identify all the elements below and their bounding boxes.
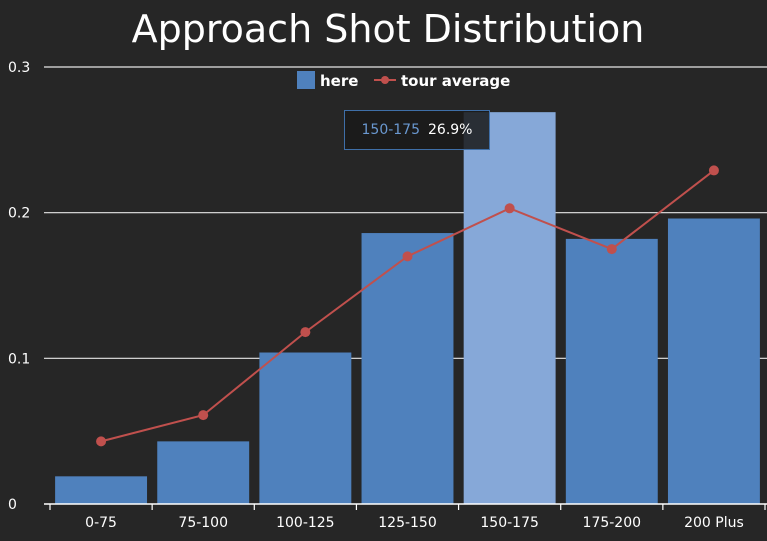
x-tick-label: 100-125 bbox=[276, 515, 335, 531]
legend-swatch-here bbox=[297, 71, 315, 89]
line-series bbox=[96, 165, 719, 447]
x-tick-label: 125-150 bbox=[378, 515, 437, 531]
y-tick-label: 0 bbox=[8, 497, 17, 513]
tooltip: 150-175 26.9% bbox=[344, 110, 490, 150]
bar-150-175[interactable] bbox=[463, 112, 556, 504]
bar-175-200[interactable] bbox=[565, 238, 658, 505]
tour-average-point-125-150[interactable] bbox=[402, 251, 413, 262]
tour-average-point-75-100[interactable] bbox=[198, 410, 209, 421]
x-axis: 0-75 75-100 100-125 125-150 150-175 175-200 20… bbox=[44, 503, 767, 531]
bar-0-75[interactable] bbox=[55, 476, 148, 504]
y-tick-label: 0.1 bbox=[8, 351, 30, 367]
legend-swatch-tour-average-dot bbox=[381, 76, 389, 84]
tour-average-point-200-plus[interactable] bbox=[708, 165, 719, 176]
legend-label-here[interactable]: here bbox=[320, 72, 358, 90]
x-tick-label: 75-100 bbox=[178, 515, 228, 531]
bar-125-150[interactable] bbox=[361, 233, 454, 504]
y-tick-label: 0.3 bbox=[8, 60, 30, 76]
tour-average-point-175-200[interactable] bbox=[606, 244, 617, 255]
tooltip-category: 150-175 bbox=[361, 122, 421, 138]
chart-title: Approach Shot Distribution bbox=[132, 7, 645, 51]
bar-75-100[interactable] bbox=[157, 441, 250, 504]
x-tick-label: 200 Plus bbox=[684, 515, 744, 531]
bar-100-125[interactable] bbox=[259, 352, 352, 504]
x-tick-label: 0-75 bbox=[85, 515, 117, 531]
bar-200-plus[interactable] bbox=[667, 218, 760, 504]
bar-series bbox=[55, 112, 760, 505]
tour-average-point-100-125[interactable] bbox=[300, 327, 311, 338]
tooltip-value: 26.9% bbox=[428, 122, 473, 138]
tour-average-point-0-75[interactable] bbox=[96, 436, 107, 447]
tour-average-point-150-175[interactable] bbox=[504, 203, 515, 214]
y-tick-label: 0.2 bbox=[8, 206, 30, 222]
legend-label-tour-average[interactable]: tour average bbox=[401, 72, 510, 90]
x-tick-label: 150-175 bbox=[480, 515, 539, 531]
x-tick-label: 175-200 bbox=[583, 515, 642, 531]
chart-legend: here tour average bbox=[297, 71, 510, 90]
y-axis: 0 0.1 0.2 0.3 bbox=[8, 60, 30, 513]
